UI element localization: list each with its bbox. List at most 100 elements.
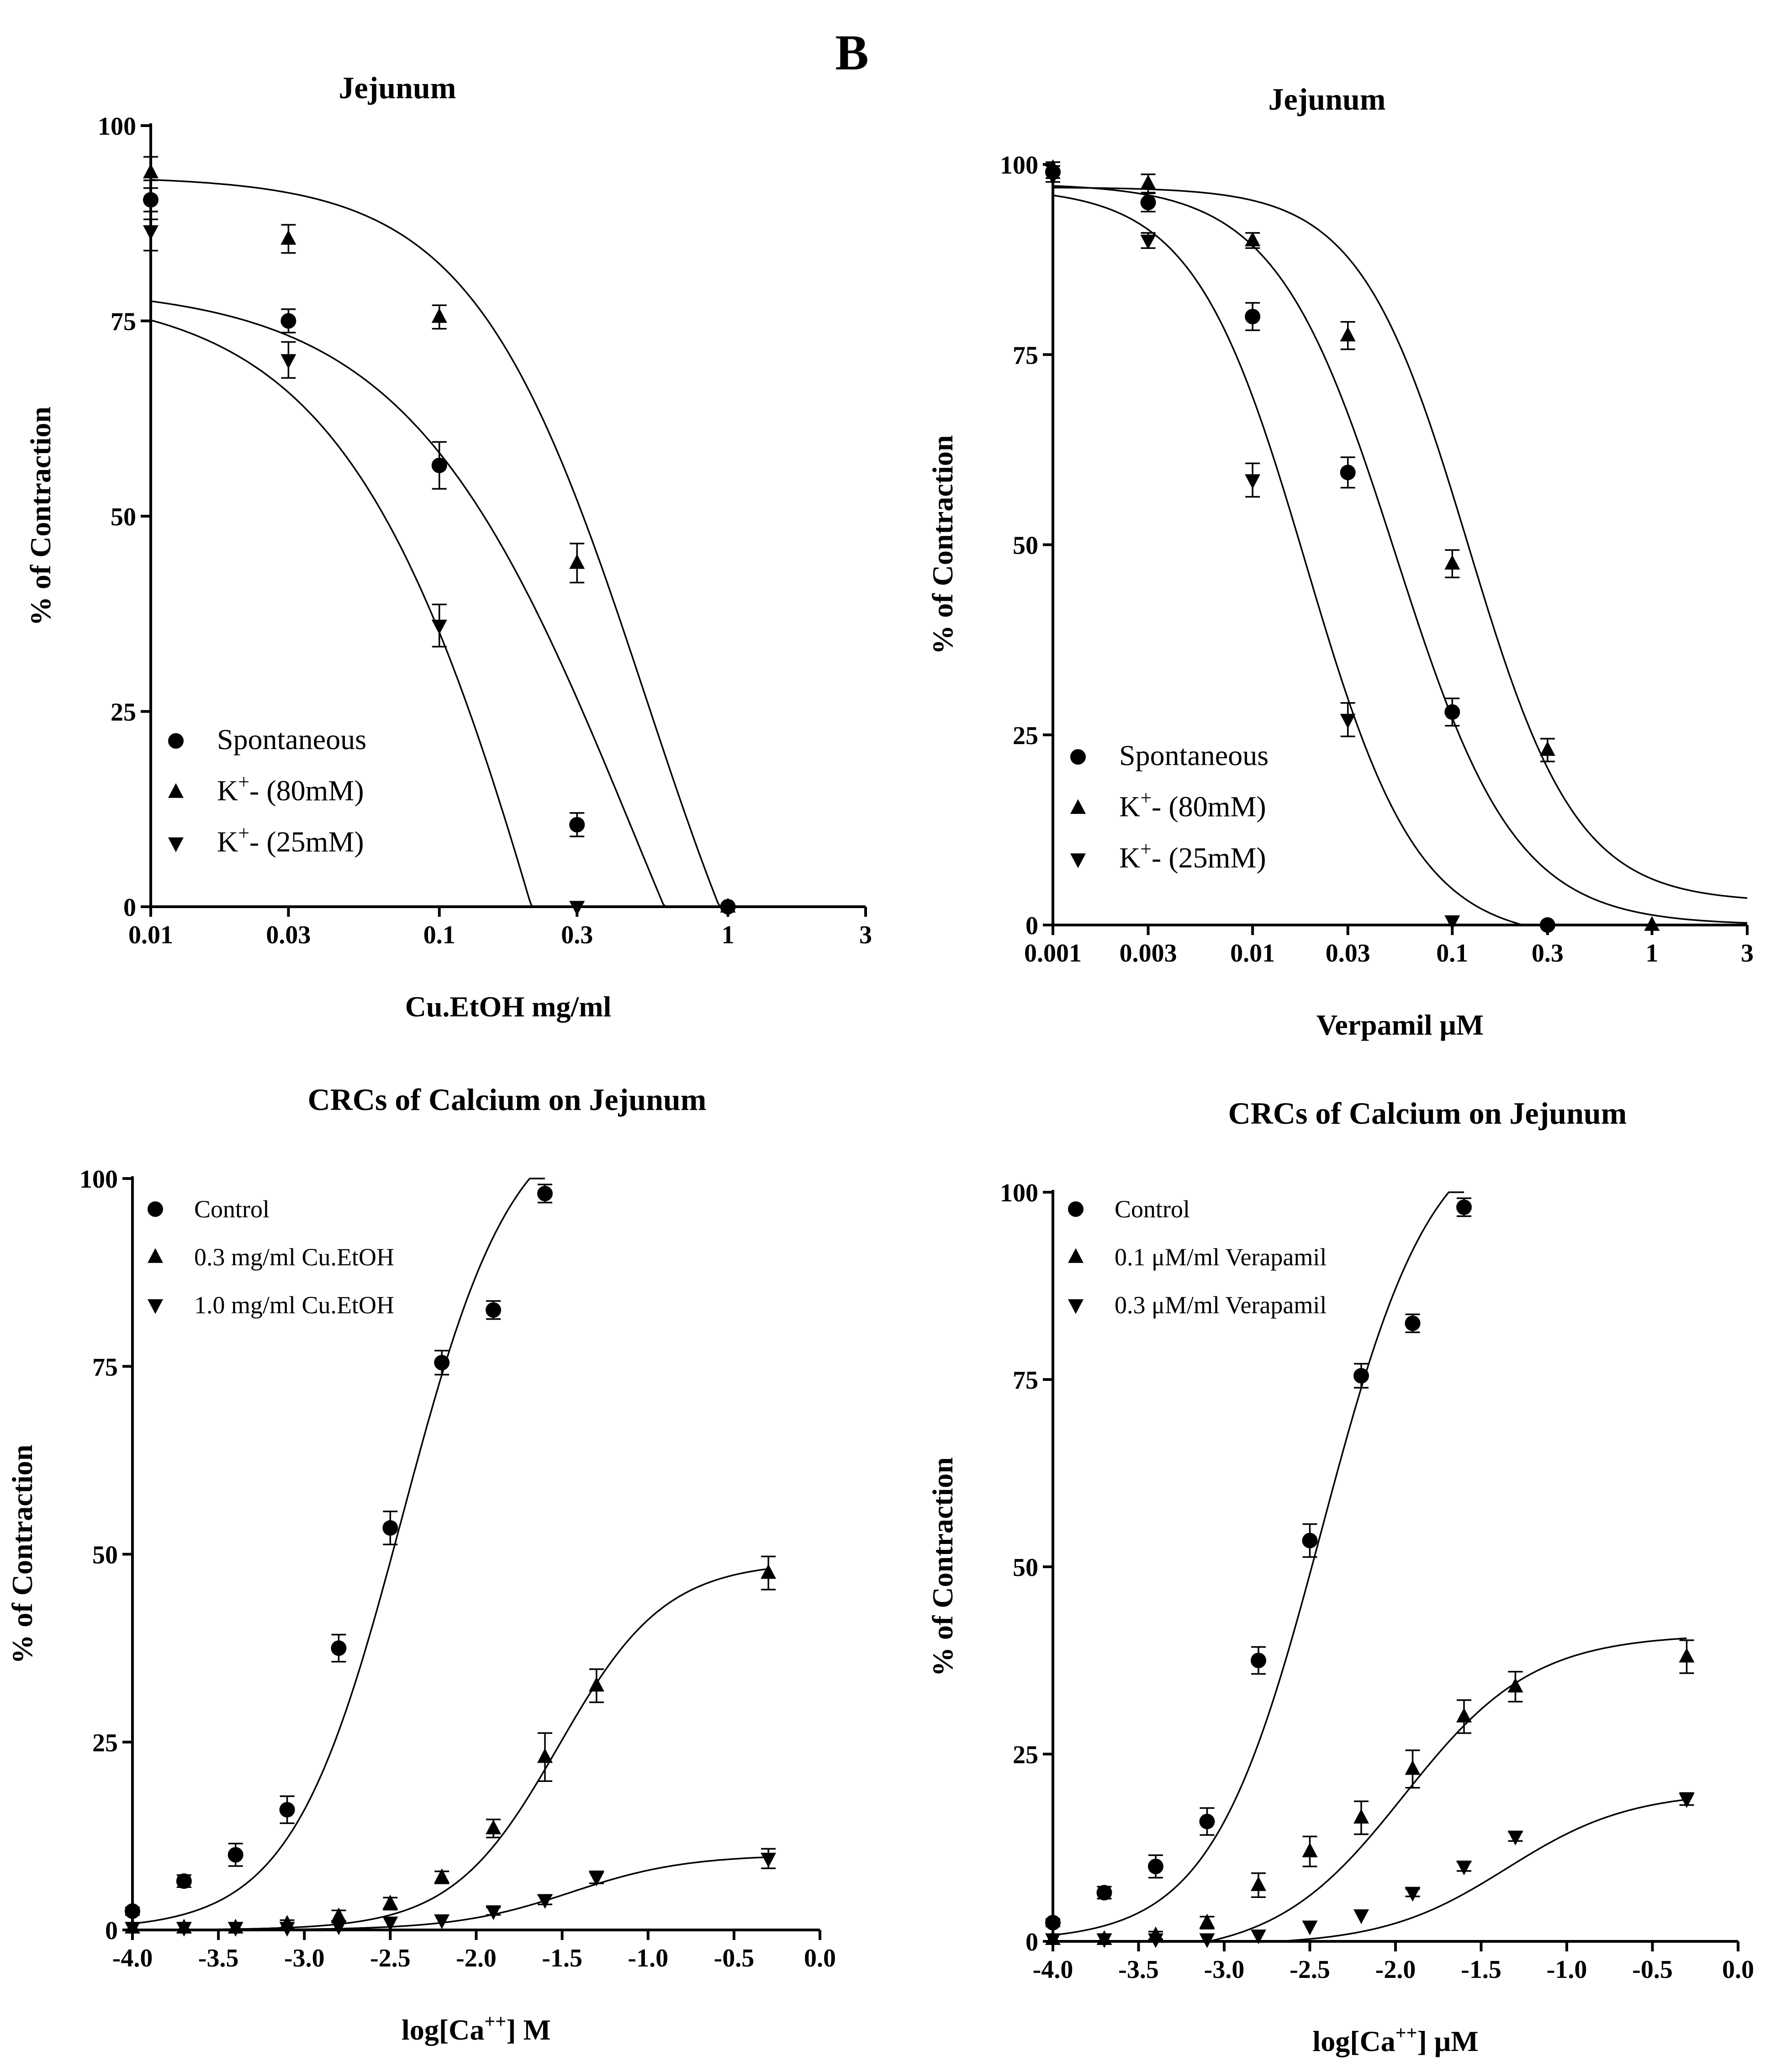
x-axis-label-sup: ++ <box>484 2011 506 2032</box>
chart-panel-b: Jejunum 0 25 50 75 100 0.001 0.003 0.01 0.03 0.1 0.… <box>926 82 1754 1041</box>
data-point-c-2-0 <box>125 1922 140 1937</box>
x-axis-label-a: Cu.EtOH mg/ml <box>405 990 612 1023</box>
data-point-a-1-1 <box>280 230 296 245</box>
data-point-d-2-9 <box>1507 1830 1523 1845</box>
legend-label-d-2: 0.3 μM/ml Verapamil <box>1115 1291 1327 1319</box>
y-axis-label-c: % of Contraction <box>6 1445 38 1664</box>
data-point-d-1-7 <box>1405 1760 1421 1775</box>
y-tick-label-a-0: 0 <box>123 893 136 922</box>
legend-marker-d-0 <box>1068 1201 1084 1217</box>
x-tick-label-a-1: 0.03 <box>266 921 311 949</box>
y-tick-label-a-25: 25 <box>111 698 136 727</box>
chart-panel-a: Jejunum 0 25 50 75 100 0.01 0.03 0.1 0.3 1 3 % of Co… <box>24 70 872 1023</box>
y-tick-label-c-75: 75 <box>92 1353 118 1381</box>
x-tick-label-a-4: 1 <box>722 921 735 949</box>
x-tick-label-c-3: -2.5 <box>370 1944 411 1972</box>
x-axis-label-part: log[Ca <box>1312 2025 1395 2057</box>
data-point-c-1-6 <box>434 1868 450 1883</box>
data-point-d-2-4 <box>1251 1929 1266 1945</box>
data-point-a-0-0 <box>143 192 159 208</box>
data-point-d-0-3 <box>1199 1813 1215 1829</box>
y-tick-label-b-0: 0 <box>1025 912 1038 940</box>
x-tick-label-a-0: 0.01 <box>128 921 173 949</box>
data-point-c-2-5 <box>382 1916 398 1932</box>
x-tick-label-b-5: 0.3 <box>1532 939 1564 967</box>
x-axis-label-part: ] M <box>506 2014 551 2046</box>
data-point-a-0-2 <box>431 457 447 473</box>
legend-marker-b-1 <box>1070 799 1086 814</box>
data-point-c-1-5 <box>382 1894 398 1910</box>
data-point-d-2-8 <box>1456 1861 1472 1876</box>
legend-text: - (25mM) <box>1152 841 1266 874</box>
fit-curve-c-1 <box>132 1568 769 1931</box>
legend-label-b-1: K+- (80mM) <box>1119 787 1266 823</box>
data-point-a-1-3 <box>569 554 585 569</box>
x-tick-label-b-7: 3 <box>1741 939 1754 967</box>
y-tick-label-d-75: 75 <box>1013 1366 1038 1395</box>
x-tick-label-d-2: -3.0 <box>1204 1956 1245 1984</box>
data-point-d-2-6 <box>1353 1909 1369 1924</box>
legend-text: K <box>1119 790 1140 823</box>
legend-label-c-1: 0.3 mg/ml Cu.EtOH <box>194 1243 394 1271</box>
y-tick-label-a-75: 75 <box>111 308 136 336</box>
legend-sup: + <box>1140 838 1152 860</box>
x-tick-label-a-5: 3 <box>859 921 872 949</box>
x-tick-label-d-4: -2.0 <box>1375 1956 1416 1984</box>
legend-label-a-0: Spontaneous <box>217 723 366 756</box>
legend-text: K <box>217 774 238 807</box>
fit-curve-c-0 <box>132 1178 545 1925</box>
legend-marker-a-0 <box>168 733 184 749</box>
x-tick-label-d-8: 0.0 <box>1722 1956 1754 1984</box>
data-point-d-2-7 <box>1405 1887 1421 1902</box>
fit-curve-d-0 <box>1052 1191 1464 1936</box>
data-point-d-0-0 <box>1045 1915 1061 1930</box>
data-point-a-0-3 <box>569 817 585 833</box>
x-tick-label-b-1: 0.003 <box>1120 939 1177 967</box>
y-tick-label-d-100: 100 <box>1000 1179 1038 1207</box>
data-point-c-2-9 <box>588 1871 604 1887</box>
data-point-c-0-7 <box>486 1302 502 1318</box>
data-point-a-2-0 <box>143 225 159 240</box>
data-point-c-1-9 <box>588 1676 604 1692</box>
data-point-c-2-4 <box>331 1920 347 1935</box>
data-point-d-2-5 <box>1302 1920 1318 1935</box>
data-point-b-2-0 <box>1045 170 1061 185</box>
chart-title-d: CRCs of Calcium on Jejunum <box>1228 1096 1627 1131</box>
data-point-d-1-4 <box>1251 1876 1266 1891</box>
y-tick-label-b-100: 100 <box>1000 151 1038 180</box>
x-tick-label-b-4: 0.1 <box>1436 939 1468 967</box>
x-tick-label-a-2: 0.1 <box>423 921 455 949</box>
data-point-c-1-7 <box>486 1819 502 1834</box>
legend-sup: + <box>1140 787 1152 809</box>
x-tick-label-c-0: -4.0 <box>112 1944 153 1972</box>
y-tick-label-c-0: 0 <box>105 1917 118 1945</box>
data-point-b-1-6 <box>1644 916 1660 931</box>
x-tick-label-c-2: -3.0 <box>284 1944 325 1972</box>
data-point-c-2-3 <box>279 1922 295 1937</box>
chart-panel-c: CRCs of Calcium on Jejunum 0 25 50 75 100 -4.0… <box>6 1082 836 2046</box>
legend-marker-c-1 <box>148 1248 163 1263</box>
data-point-d-0-2 <box>1148 1859 1163 1874</box>
data-point-a-1-0 <box>143 164 159 179</box>
data-point-c-0-4 <box>331 1640 347 1656</box>
legend-marker-b-0 <box>1070 749 1086 765</box>
data-point-d-1-6 <box>1353 1808 1369 1824</box>
fit-curve-c-2 <box>132 1856 769 1931</box>
fit-curve-d-2 <box>1053 1798 1687 1942</box>
data-point-d-1-3 <box>1199 1913 1215 1929</box>
chart-title-a: Jejunum <box>339 70 456 105</box>
x-tick-label-d-1: -3.5 <box>1118 1956 1159 1984</box>
data-point-a-2-3 <box>569 901 585 916</box>
fit-curve-a-2 <box>150 319 533 907</box>
data-point-c-2-2 <box>227 1922 243 1937</box>
y-tick-label-b-50: 50 <box>1013 532 1038 560</box>
data-point-d-1-10 <box>1679 1648 1695 1663</box>
data-point-b-1-2 <box>1245 231 1261 247</box>
x-tick-label-c-4: -2.0 <box>456 1944 497 1972</box>
data-point-c-0-2 <box>227 1847 243 1863</box>
x-tick-label-d-5: -1.5 <box>1461 1956 1501 1984</box>
data-point-a-0-1 <box>280 313 296 329</box>
x-tick-label-a-3: 0.3 <box>561 921 593 949</box>
data-point-c-0-5 <box>382 1520 398 1536</box>
x-axis-label-part: ] μM <box>1417 2025 1479 2057</box>
